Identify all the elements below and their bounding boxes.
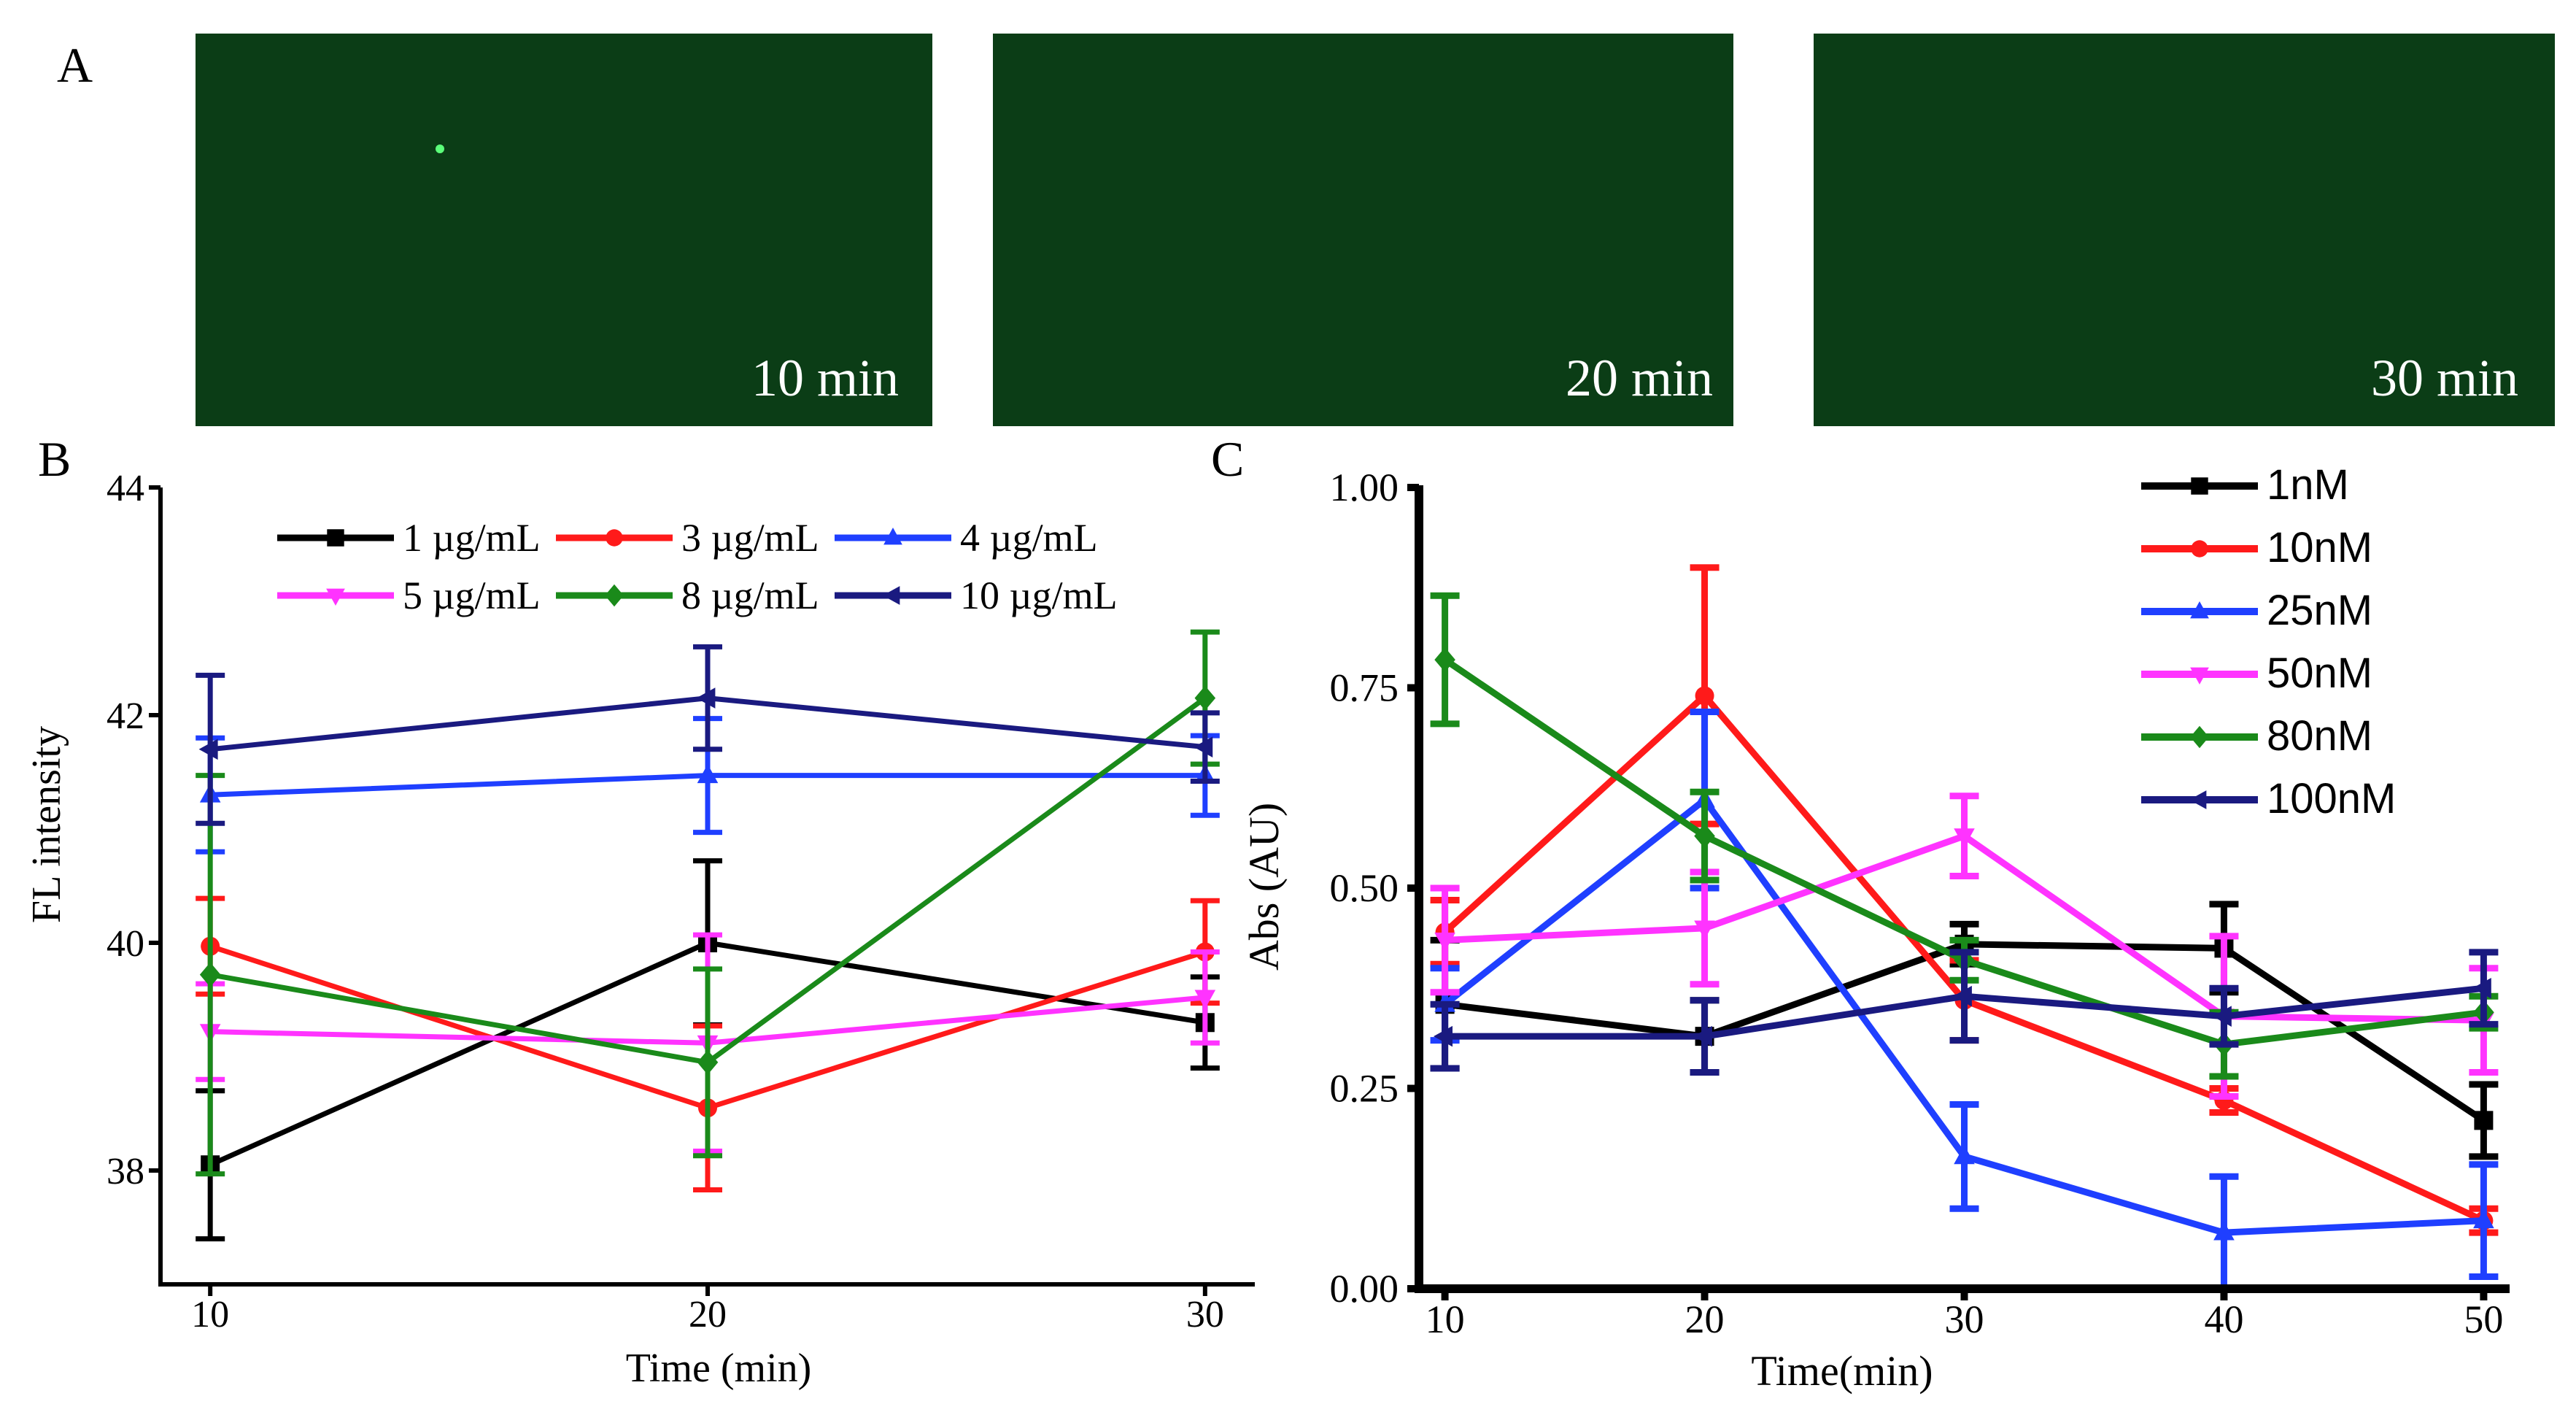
- chart-b-ylabel: FL intensity: [24, 726, 69, 923]
- chart-c-data-point: [2473, 1209, 2494, 1229]
- micrograph-bright-spot: [436, 144, 444, 153]
- chart-c-data-point: [1952, 985, 1972, 1007]
- chart-c-legend-label: 80nM: [2267, 712, 2372, 760]
- chart-c-xtick-label: 40: [2204, 1297, 2243, 1341]
- chart-b-xlabel: Time (min): [626, 1346, 812, 1391]
- chart-c-data-point: [1694, 823, 1715, 849]
- chart-b-legend-marker: [327, 529, 344, 547]
- micrograph-20min-label: 20 min: [1566, 349, 1713, 407]
- chart-c-legend-label: 50nM: [2267, 649, 2372, 697]
- chart-c-marks: 10 20 30 40 50 0.00 0.25 0.50 0.75 1.00 1nM 10nM 25n…: [1330, 461, 2504, 1341]
- chart-c-legend-marker: [2190, 601, 2209, 619]
- chart-b-xtick-label: 30: [1186, 1294, 1224, 1335]
- chart-c-data-point: [1954, 828, 1975, 848]
- chart-b-legend-marker: [605, 584, 624, 607]
- chart-c-data-point: [2213, 1221, 2235, 1241]
- chart-b-ytick-label: 38: [107, 1151, 144, 1192]
- chart-b-legend-label: 5 µg/mL: [403, 574, 541, 617]
- chart-c-data-point: [1433, 1025, 1453, 1047]
- chart-c-data-point: [1954, 1145, 1975, 1165]
- chart-b-data-point: [697, 1049, 719, 1075]
- chart-c-xtick-label: 30: [1945, 1297, 1984, 1341]
- chart-b-legend-label: 3 µg/mL: [681, 516, 819, 560]
- chart-c-ytick-label: 0.75: [1330, 666, 1399, 710]
- panel-label-b: B: [38, 431, 71, 487]
- chart-c-xtick-label: 50: [2464, 1297, 2503, 1341]
- chart-c-data-point: [2212, 1006, 2232, 1027]
- chart-b-legend-label: 1 µg/mL: [403, 516, 541, 560]
- chart-c: 10 20 30 40 50 0.00 0.25 0.50 0.75 1.00 1nM 10nM 25n…: [1240, 461, 2510, 1395]
- micrograph-10min-image: [196, 34, 932, 426]
- micrograph-30min-image: [1814, 34, 2555, 426]
- panel-label-c: C: [1211, 431, 1244, 487]
- chart-b-legend-label: 4 µg/mL: [960, 516, 1098, 560]
- chart-c-xtick-label: 20: [1685, 1297, 1725, 1341]
- chart-b-legend-label: 8 µg/mL: [681, 574, 819, 617]
- chart-c-ytick-label: 0.00: [1330, 1267, 1399, 1311]
- chart-c-legend-marker: [2191, 477, 2208, 495]
- chart-c-data-point: [1434, 647, 1455, 672]
- chart-c-legend-marker: [2190, 725, 2209, 749]
- chart-b-data-point: [1194, 685, 1216, 711]
- chart-c-ytick-label: 1.00: [1330, 466, 1399, 509]
- chart-c-legend-marker: [2189, 790, 2207, 809]
- chart-b-ytick-label: 42: [107, 695, 144, 737]
- chart-c-series: 100nM: [1430, 775, 2499, 1076]
- chart-b-series: 4 µg/mL: [196, 516, 1220, 855]
- chart-b-data-point: [1194, 736, 1213, 757]
- chart-c-legend-label: 25nM: [2267, 587, 2372, 634]
- chart-c-legend-marker: [2190, 667, 2209, 685]
- chart-c-ytick-label: 0.50: [1330, 866, 1399, 910]
- chart-b-data-point: [697, 764, 719, 784]
- chart-c-ylabel: Abs (AU): [1240, 803, 1288, 971]
- micrograph-10min-label: 10 min: [751, 349, 899, 407]
- chart-b-data-point: [199, 962, 221, 987]
- micrograph-10min: 10 min: [196, 34, 932, 426]
- chart-b-data-point: [696, 687, 716, 709]
- micrograph-20min: 20 min: [993, 34, 1733, 426]
- chart-c-data-point: [1693, 1025, 1712, 1047]
- chart-b-legend-marker: [326, 588, 345, 606]
- micrograph-30min: 30 min: [1814, 34, 2555, 426]
- chart-b: 10 20 30 38 40 42 44 1 µg/mL 3 µg/mL 4 µg/mL 5 µg/…: [24, 468, 1255, 1391]
- chart-b-data-point: [1194, 990, 1216, 1009]
- chart-b-ytick-label: 40: [107, 923, 144, 965]
- chart-c-data-point: [2472, 977, 2491, 999]
- chart-b-legend-label: 10 µg/mL: [960, 574, 1118, 617]
- chart-c-data-point: [1695, 686, 1714, 706]
- chart-b-legend-marker: [883, 527, 902, 545]
- panel-label-a: A: [57, 37, 93, 93]
- chart-c-data-point: [1694, 920, 1715, 940]
- chart-c-legend-marker: [2191, 540, 2208, 558]
- chart-b-xtick-label: 20: [689, 1294, 727, 1335]
- chart-c-data-point: [2474, 1111, 2494, 1130]
- chart-c-legend-label: 100nM: [2267, 775, 2396, 822]
- chart-b-series: 10 µg/mL: [196, 574, 1220, 826]
- chart-b-xtick-label: 10: [191, 1294, 229, 1335]
- chart-b-legend-marker: [882, 586, 900, 605]
- chart-c-legend-label: 10nM: [2267, 524, 2372, 571]
- chart-c-xlabel: Time(min): [1751, 1347, 1933, 1395]
- chart-c-ytick-label: 0.25: [1330, 1067, 1399, 1111]
- chart-b-marks: 10 20 30 38 40 42 44 1 µg/mL 3 µg/mL 4 µg/mL 5 µg/…: [107, 468, 1224, 1335]
- chart-b-data-point: [198, 739, 218, 760]
- micrograph-20min-image: [993, 34, 1733, 426]
- chart-c-xtick-label: 10: [1426, 1297, 1465, 1341]
- chart-b-ytick-label: 44: [107, 468, 144, 509]
- chart-b-legend-marker: [606, 529, 623, 547]
- chart-c-data-point: [1434, 932, 1455, 952]
- micrograph-30min-label: 30 min: [2371, 349, 2518, 407]
- chart-c-legend-label: 1nM: [2267, 461, 2349, 509]
